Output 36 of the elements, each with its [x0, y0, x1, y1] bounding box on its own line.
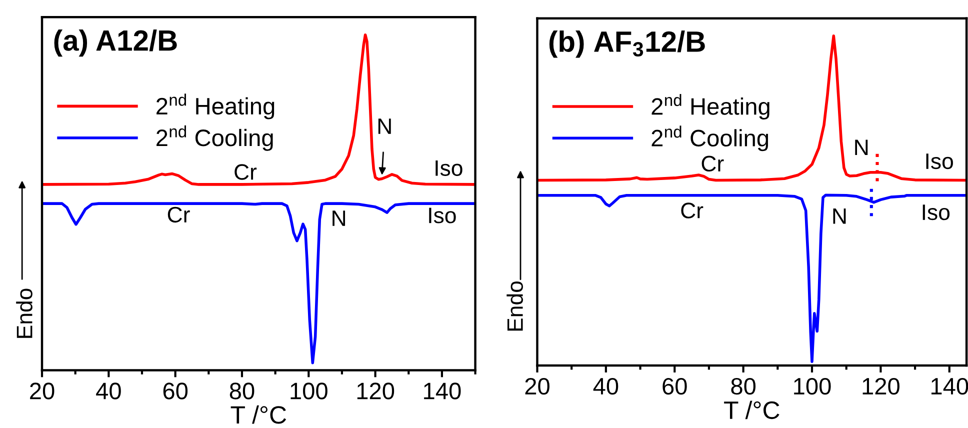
- annotation: Iso: [436, 160, 462, 176]
- x-tick-label: 80: [731, 378, 756, 395]
- x-tick-label: 120: [862, 378, 900, 395]
- x-axis-title: T /°C: [230, 405, 286, 424]
- annotation: Iso: [429, 208, 456, 224]
- annotation: Iso: [922, 204, 950, 220]
- y-axis-title: Endo: [506, 281, 523, 331]
- x-tick-label: 80: [230, 382, 254, 400]
- annotation: Cr: [168, 206, 190, 223]
- annotation: N: [332, 210, 346, 226]
- legend-label: 2$^{nd}$ Cooling: [652, 126, 768, 152]
- x-tick-label: 140: [931, 378, 968, 395]
- annotation: N: [833, 208, 846, 224]
- x-tick-label: 120: [357, 382, 394, 400]
- x-axis-title: T /°C: [724, 400, 780, 420]
- annotation: Cr: [234, 164, 257, 180]
- x-tick-label: 60: [662, 378, 687, 395]
- x-tick-label: 100: [794, 378, 831, 395]
- annotation: Iso: [926, 154, 953, 170]
- legend-label: 2$^{nd}$ Heating: [156, 94, 274, 120]
- y-axis-title: Endo: [16, 288, 32, 338]
- x-tick-label: 20: [30, 382, 54, 400]
- x-tick-label: 60: [163, 382, 188, 400]
- legend-label: 2$^{nd}$ Cooling: [156, 125, 273, 151]
- x-tick-label: 140: [424, 382, 461, 400]
- annotation: N: [855, 140, 868, 156]
- annotation: Cr: [702, 156, 724, 172]
- chart-title: (a) A12/B: [54, 29, 177, 57]
- x-tick-label: 100: [290, 382, 328, 400]
- annotation: Cr: [681, 202, 704, 218]
- legend-label: 2$^{nd}$ Heating: [652, 94, 770, 120]
- annotation: N: [378, 118, 391, 134]
- x-tick-label: 40: [96, 382, 121, 400]
- x-tick-label: 40: [593, 378, 618, 395]
- chart-title: (b) AF$_{3}$12/B: [549, 30, 705, 58]
- x-tick-label: 20: [525, 378, 550, 395]
